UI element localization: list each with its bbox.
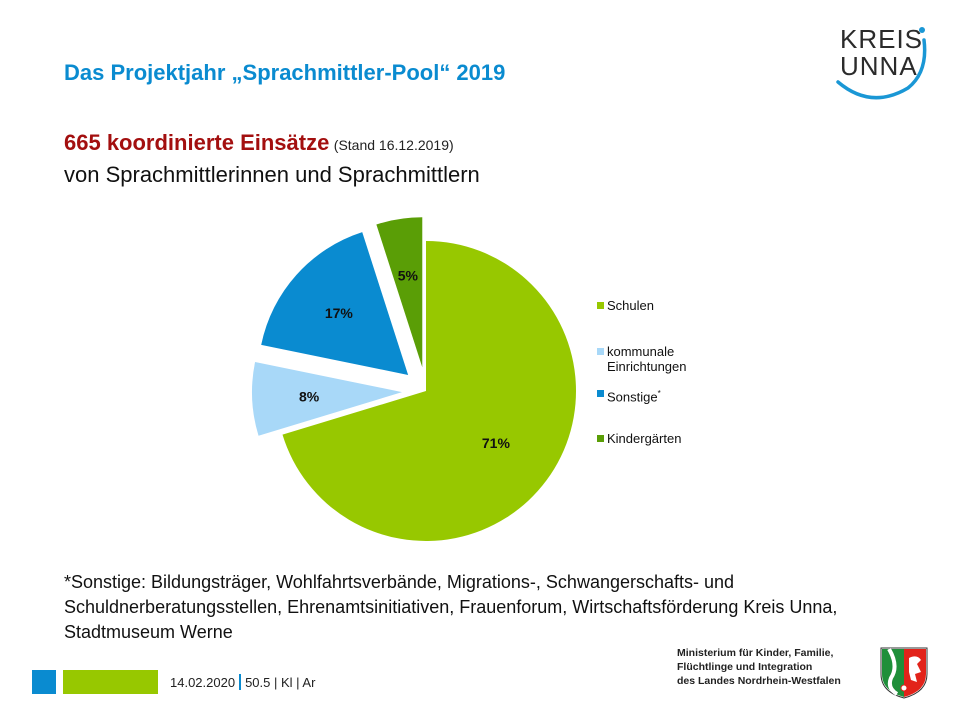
nrw-crest-icon [880, 647, 928, 699]
footnote: *Sonstige: Bildungsträger, Wohlfahrtsver… [64, 572, 838, 642]
pie-slice-kindergärten [376, 217, 423, 368]
ministry-line: Flüchtlinge und Integration [677, 661, 813, 673]
headline-count: 665 koordinierte Einsätze [64, 130, 330, 155]
footer-separator [239, 674, 242, 690]
legend-swatch [597, 302, 604, 309]
pie-data-label: 5% [398, 267, 419, 283]
legend-item-kommunale: kommunale Einrichtungen [597, 344, 687, 374]
logo-line1: KREIS [840, 24, 924, 54]
legend-swatch [597, 435, 604, 442]
footer-ref: 50.5 | Kl | Ar [245, 675, 316, 690]
pie-data-label: 17% [325, 305, 354, 321]
ministry-line: Ministerium für Kinder, Familie, [677, 647, 834, 659]
footer-meta: 14.02.2020 50.5 | Kl | Ar [170, 674, 315, 690]
legend-item-schulen: Schulen [597, 298, 654, 313]
legend-item-kindergaerten: Kindergärten [597, 431, 681, 446]
footer-date: 14.02.2020 [170, 675, 236, 690]
ministry-name: Ministerium für Kinder, Familie, Flüchtl… [677, 646, 841, 688]
pie-slice-sonstige [261, 232, 409, 375]
legend-label: Sonstige* [607, 386, 661, 404]
legend-label: Schulen [607, 298, 654, 313]
footer-green-block [63, 670, 158, 694]
pie-slice-schulen [282, 241, 576, 541]
legend-label: Kindergärten [607, 431, 682, 446]
ministry-line: des Landes Nordrhein-Westfalen [677, 675, 841, 687]
legend-label-line1: kommunale [607, 344, 675, 359]
logo-line2: UNNA [840, 51, 918, 81]
legend-label-line2: Einrichtungen [607, 359, 687, 374]
legend-swatch [597, 390, 604, 397]
legend-label-sup: * [657, 389, 661, 398]
headline-date-note: (Stand 16.12.2019) [333, 137, 454, 153]
slide-title: Das Projektjahr „Sprachmittler-Pool“ 201… [64, 60, 506, 85]
legend-label-text: Sonstige [607, 389, 658, 405]
logo-arc-icon [836, 27, 927, 100]
pie-data-label: 8% [299, 388, 320, 404]
footer-blue-block [32, 670, 56, 694]
pie-data-label: 71% [482, 435, 511, 451]
legend-item-sonstige: Sonstige* [597, 386, 661, 404]
pie-slice-kommunale-einrichtungen [252, 361, 403, 436]
headline-subline: von Sprachmittlerinnen und Sprachmittler… [64, 162, 480, 187]
legend-swatch [597, 348, 604, 355]
legend-label: kommunale Einrichtungen [607, 344, 687, 374]
kreis-unna-logo: KREIS UNNA [826, 18, 936, 102]
headline: 665 koordinierte Einsätze (Stand 16.12.2… [64, 130, 454, 156]
